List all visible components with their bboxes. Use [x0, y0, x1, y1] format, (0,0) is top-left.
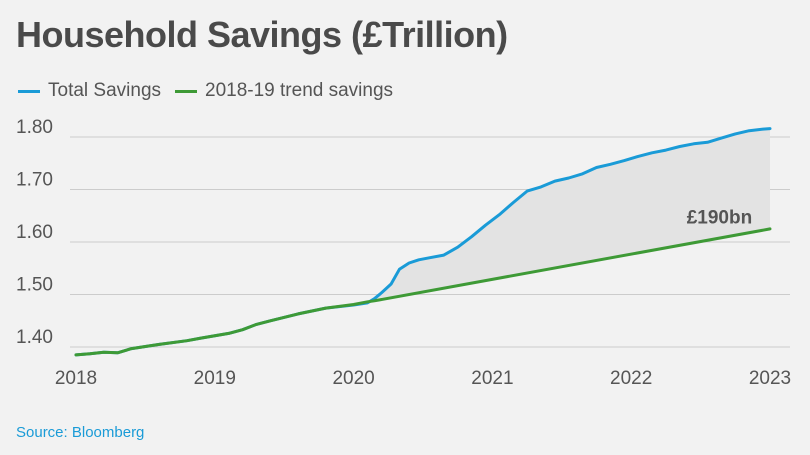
- x-axis: 2018 2019 2020 2021 2022 2023: [55, 368, 791, 389]
- y-tick-label: 1.50: [16, 275, 53, 296]
- x-tick-label: 2018: [55, 368, 97, 389]
- legend-label-trend: 2018-19 trend savings: [205, 80, 394, 101]
- gap-annotation: £190bn: [687, 208, 752, 229]
- trend-savings-line: [74, 227, 772, 357]
- legend-swatch-trend: [175, 89, 198, 93]
- source-note: Source: Bloomberg: [16, 424, 145, 441]
- legend-swatch-total: [18, 89, 40, 93]
- savings-gap-area: [374, 128, 770, 301]
- chart-title: Household Savings (£Trillion): [16, 14, 508, 55]
- y-tick-label: 1.40: [16, 327, 53, 348]
- y-tick-label: 1.80: [16, 117, 53, 138]
- legend-item-total: Total Savings: [18, 80, 161, 102]
- legend-item-trend: 2018-19 trend savings: [175, 80, 393, 102]
- series-lines: [74, 127, 772, 357]
- x-tick-label: 2020: [332, 368, 374, 389]
- x-tick-label: 2023: [749, 368, 791, 389]
- x-tick-label: 2021: [471, 368, 513, 389]
- legend-label-total: Total Savings: [48, 80, 162, 101]
- y-tick-label: 1.70: [16, 170, 53, 191]
- y-axis: 1.40 1.50 1.60 1.70 1.80: [16, 117, 53, 348]
- legend: Total Savings 2018-19 trend savings: [18, 80, 407, 102]
- x-tick-label: 2022: [610, 368, 652, 389]
- x-tick-label: 2019: [194, 368, 236, 389]
- y-tick-label: 1.60: [16, 222, 53, 243]
